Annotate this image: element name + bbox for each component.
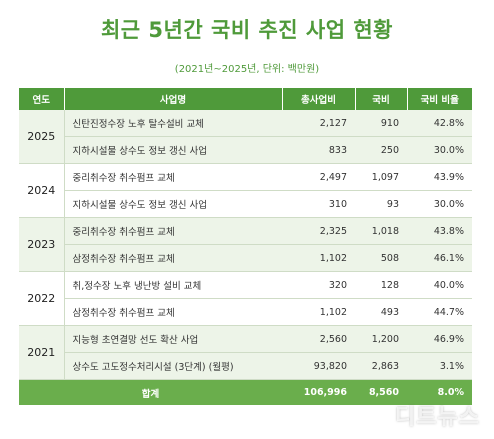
national-funds-cell: 910 [355,110,407,137]
project-name-cell: 상수도 고도정수처리시설 (3단계) (월평) [64,352,282,380]
table-row: 2021 지능형 초연결망 선도 확산 사업 2,560 1,200 46.9% [19,325,472,380]
national-funds-sum: 8,560 [355,379,407,405]
national-funds-cell: 250 [355,136,407,164]
year-cell: 2021 [19,325,65,380]
total-cost-cell: 2,560 [282,325,355,353]
total-cost-cell: 1,102 [282,298,355,326]
year-cell: 2022 [19,271,65,326]
total-cost-cell: 1,102 [282,244,355,272]
national-funds-cell: 1,097 [355,163,407,191]
watermark-logo: 디트뉴스 [395,405,480,430]
year-cell: 2024 [19,163,65,218]
header-national-ratio: 국비 비율 [406,88,472,110]
header-national-funds: 국비 [354,88,407,110]
total-cost-cell: 2,127 [282,110,355,137]
table-row: 삼정취수장 취수펌프 교체 1,102 493 44.7% [19,298,472,326]
table-row: 2025 신탄진정수장 노후 탈수설비 교체 2,127 910 42.8% [19,110,472,164]
project-name-cell: 신탄진정수장 노후 탈수설비 교체 [64,110,282,137]
project-name-cell: 삼정취수장 취수펌프 교체 [64,244,282,272]
ratio-cell: 42.8% [407,110,472,137]
ratio-cell: 44.7% [407,298,472,326]
total-cost-cell: 833 [282,136,355,164]
table-row: 2023 중리취수장 취수펌프 교체 2,325 1,018 43.8% [19,217,472,272]
table-header-row: 연도 사업명 총사업비 국비 국비 비율 [19,88,472,110]
project-name-cell: 지하시설물 상수도 정보 갱신 사업 [64,136,282,164]
year-cell: 2023 [19,217,65,272]
national-funds-cell: 128 [355,271,407,299]
table-row: 삼정취수장 취수펌프 교체 1,102 508 46.1% [19,244,472,272]
ratio-sum: 8.0% [407,379,472,405]
national-funds-cell: 93 [355,190,407,218]
page-title: 최근 5년간 국비 추진 사업 현황 [100,18,393,42]
national-funds-cell: 2,863 [355,352,407,380]
ratio-cell: 43.8% [407,217,472,245]
ratio-cell: 30.0% [407,136,472,164]
total-row: 합계 106,996 8,560 8.0% [19,379,472,405]
header-project-name: 사업명 [63,88,282,110]
table-row: 상수도 고도정수처리시설 (3단계) (월평) 93,820 2,863 3.1… [19,352,472,380]
project-name-cell: 지하시설물 상수도 정보 갱신 사업 [64,190,282,218]
table-row: 2024 중리취수장 취수펌프 교체 2,497 1,097 43.9% [19,163,472,218]
total-cost-cell: 2,497 [282,163,355,191]
project-name-cell: 지능형 초연결망 선도 확산 사업 [64,325,282,353]
year-cell: 2025 [19,110,65,164]
table-row: 지하시설물 상수도 정보 갱신 사업 833 250 30.0% [19,136,472,164]
national-funds-cell: 1,200 [355,325,407,353]
ratio-cell: 46.1% [407,244,472,272]
total-label: 합계 [19,379,282,405]
project-name-cell: 취,정수장 노후 냉난방 설비 교체 [64,271,282,299]
header-year: 연도 [19,88,64,110]
ratio-cell: 30.0% [407,190,472,218]
total-cost-cell: 310 [282,190,355,218]
national-funds-cell: 1,018 [355,217,407,245]
total-cost-cell: 2,325 [282,217,355,245]
project-name-cell: 중리취수장 취수펌프 교체 [64,163,282,191]
ratio-cell: 43.9% [407,163,472,191]
total-cost-cell: 93,820 [282,352,355,380]
table-row: 지하시설물 상수도 정보 갱신 사업 310 93 30.0% [19,190,472,218]
header-total-cost: 총사업비 [281,88,355,110]
total-cost-sum: 106,996 [282,379,355,405]
project-table: 연도 사업명 총사업비 국비 국비 비율 2025 신탄진정수장 노후 탈수설비… [19,88,472,405]
ratio-cell: 46.9% [407,325,472,353]
national-funds-cell: 508 [355,244,407,272]
project-name-cell: 삼정취수장 취수펌프 교체 [64,298,282,326]
total-cost-cell: 320 [282,271,355,299]
ratio-cell: 3.1% [407,352,472,380]
ratio-cell: 40.0% [407,271,472,299]
table-row: 2022 취,정수장 노후 냉난방 설비 교체 320 128 40.0% [19,271,472,326]
national-funds-cell: 493 [355,298,407,326]
project-name-cell: 중리취수장 취수펌프 교체 [64,217,282,245]
page-subtitle: (2021년~2025년, 단위: 백만원) [174,64,320,75]
